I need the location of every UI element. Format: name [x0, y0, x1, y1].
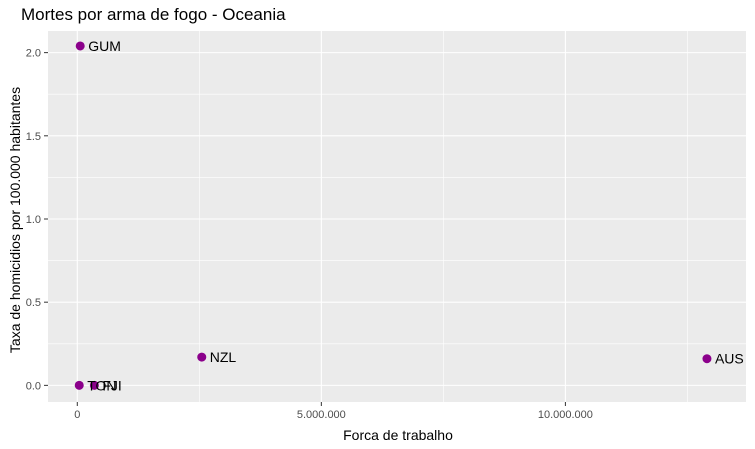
chart-title: Mortes por arma de fogo - Oceania	[21, 5, 286, 24]
data-point-nzl	[197, 352, 207, 362]
y-axis-label: Taxa de homicidios por 100.000 habitante…	[7, 87, 23, 353]
x-tick-label: 10.000.000	[538, 409, 593, 421]
data-point-aus	[702, 354, 712, 364]
x-tick-label: 0	[74, 409, 80, 421]
x-axis-label: Forca de trabalho	[343, 427, 453, 443]
point-label-ton: TON	[87, 377, 116, 393]
y-tick-label: 1.0	[26, 214, 41, 226]
y-tick-label: 1.5	[26, 131, 41, 143]
data-point-ton	[74, 380, 84, 390]
data-point-gum	[75, 41, 85, 51]
y-axis-ticks: 0.0 0.5 1.0 1.5 2.0	[26, 48, 48, 392]
y-tick-label: 0.0	[26, 380, 41, 392]
point-label-aus: AUS	[715, 351, 744, 367]
point-label-nzl: NZL	[210, 349, 237, 365]
data-point-fji	[89, 380, 99, 390]
plot-panel	[48, 31, 746, 402]
y-tick-label: 2.0	[26, 48, 41, 60]
y-tick-label: 0.5	[26, 297, 41, 309]
point-label-gum: GUM	[88, 38, 121, 54]
x-axis-ticks: 0 5.000.000 10.000.000	[74, 402, 593, 421]
major-gridlines	[48, 31, 746, 402]
point-label-fji: FJI	[102, 377, 121, 393]
minor-gridlines	[48, 31, 746, 402]
x-tick-label: 5.000.000	[297, 409, 346, 421]
data-points	[74, 41, 712, 390]
